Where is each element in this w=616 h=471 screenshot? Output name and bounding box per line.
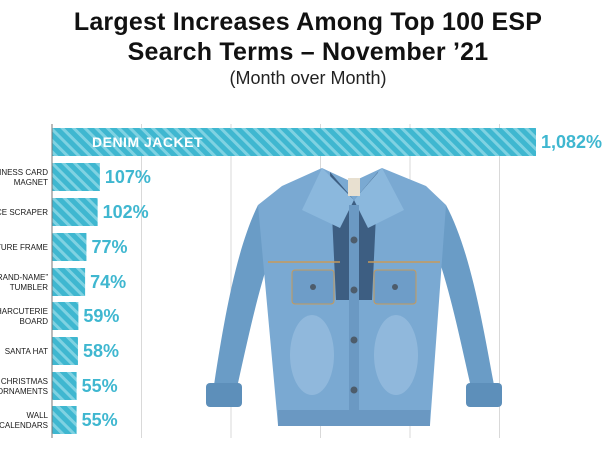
labels: 1,082% DENIM JACKET 107% BUSINESS CARDMAGNE… [0, 132, 602, 430]
value-label: 58% [83, 341, 119, 361]
category-label: PICTURE FRAME [0, 243, 48, 252]
bar [52, 406, 77, 434]
bar [52, 337, 78, 365]
value-label: 102% [103, 202, 149, 222]
value-label: 77% [91, 237, 127, 257]
value-label: 107% [105, 167, 151, 187]
category-label: DENIM JACKET [92, 134, 203, 150]
bar [52, 163, 100, 191]
category-label: “BRAND-NAME”TUMBLER [0, 273, 48, 292]
category-label: SANTA HAT [5, 347, 48, 356]
bar [52, 372, 77, 400]
value-label: 55% [82, 376, 118, 396]
value-label: 74% [90, 272, 126, 292]
value-label: 1,082% [541, 132, 602, 152]
value-label: 55% [82, 410, 118, 430]
category-label: WALL CALENDARS [0, 411, 49, 430]
chart-subtitle: (Month over Month) [229, 68, 387, 88]
denim-jacket-photo [206, 168, 502, 426]
bar [52, 302, 79, 330]
bars [52, 128, 536, 434]
bar [52, 198, 98, 226]
chart-title-line-2: Search Terms – November ’21 [127, 38, 489, 66]
category-label: CHARCUTERIEBOARD [0, 307, 48, 326]
bar [52, 233, 87, 261]
bar [52, 268, 86, 296]
chart-title-line-1: Largest Increases Among Top 100 ESP [73, 8, 543, 36]
value-label: 59% [83, 306, 119, 326]
category-label: ICE SCRAPER [0, 208, 48, 217]
bar [52, 128, 536, 156]
category-label: CHRISTMAS ORNAMENTS [0, 377, 48, 396]
